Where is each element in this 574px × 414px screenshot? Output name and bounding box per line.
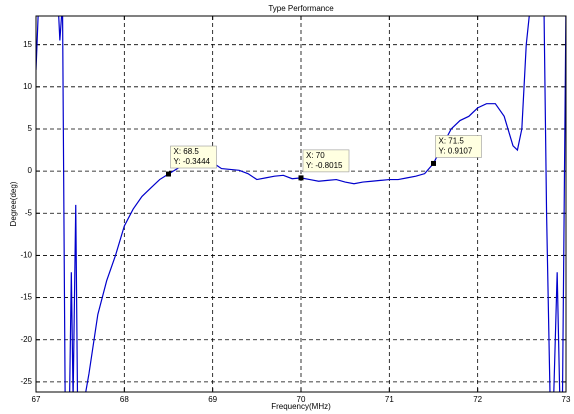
data-tip-text: Y: -0.8015 bbox=[306, 161, 343, 170]
y-tick-label: 5 bbox=[28, 124, 33, 133]
data-tip: X: 70Y: -0.8015 bbox=[298, 149, 350, 181]
y-tick-label: 10 bbox=[23, 82, 32, 91]
data-tip-text: X: 71.5 bbox=[439, 137, 465, 146]
y-tick-label: -5 bbox=[25, 208, 33, 217]
data-tip-marker bbox=[431, 160, 436, 166]
x-tick-label: 72 bbox=[473, 395, 482, 404]
data-tip-box bbox=[302, 149, 350, 173]
data-tip-box bbox=[435, 135, 482, 158]
y-tick-label: -20 bbox=[20, 335, 32, 344]
x-tick-label: 71 bbox=[385, 395, 394, 404]
data-tip-text: Y: 0.9107 bbox=[439, 147, 473, 156]
axes-box bbox=[35, 15, 567, 393]
data-tip-box bbox=[170, 145, 217, 169]
data-tip-text: Y: -0.3444 bbox=[174, 157, 211, 166]
x-axis-label: Frequency(MHz) bbox=[271, 402, 331, 411]
x-tick-label: 68 bbox=[120, 395, 129, 404]
data-tip-text: X: 68.5 bbox=[174, 147, 200, 156]
chart-title: Type Performance bbox=[268, 4, 334, 13]
y-tick-label: -25 bbox=[20, 377, 32, 386]
data-tip-marker bbox=[166, 171, 171, 177]
data-tip-text: X: 70 bbox=[306, 151, 325, 160]
y-tick-label: -10 bbox=[20, 251, 32, 260]
x-tick-label: 70 bbox=[297, 395, 306, 404]
x-tick-label: 73 bbox=[562, 395, 571, 404]
data-tip: X: 71.5Y: 0.9107 bbox=[431, 135, 482, 166]
data-tip: X: 68.5Y: -0.3444 bbox=[166, 145, 217, 177]
x-tick-label: 69 bbox=[208, 395, 217, 404]
data-tip-marker bbox=[298, 175, 304, 181]
y-axis-label: Degree(deg) bbox=[9, 181, 18, 226]
x-tick-label: 67 bbox=[32, 395, 41, 404]
y-tick-label: 0 bbox=[28, 166, 33, 175]
y-tick-label: -15 bbox=[20, 293, 32, 302]
y-tick-label: 15 bbox=[23, 40, 32, 49]
